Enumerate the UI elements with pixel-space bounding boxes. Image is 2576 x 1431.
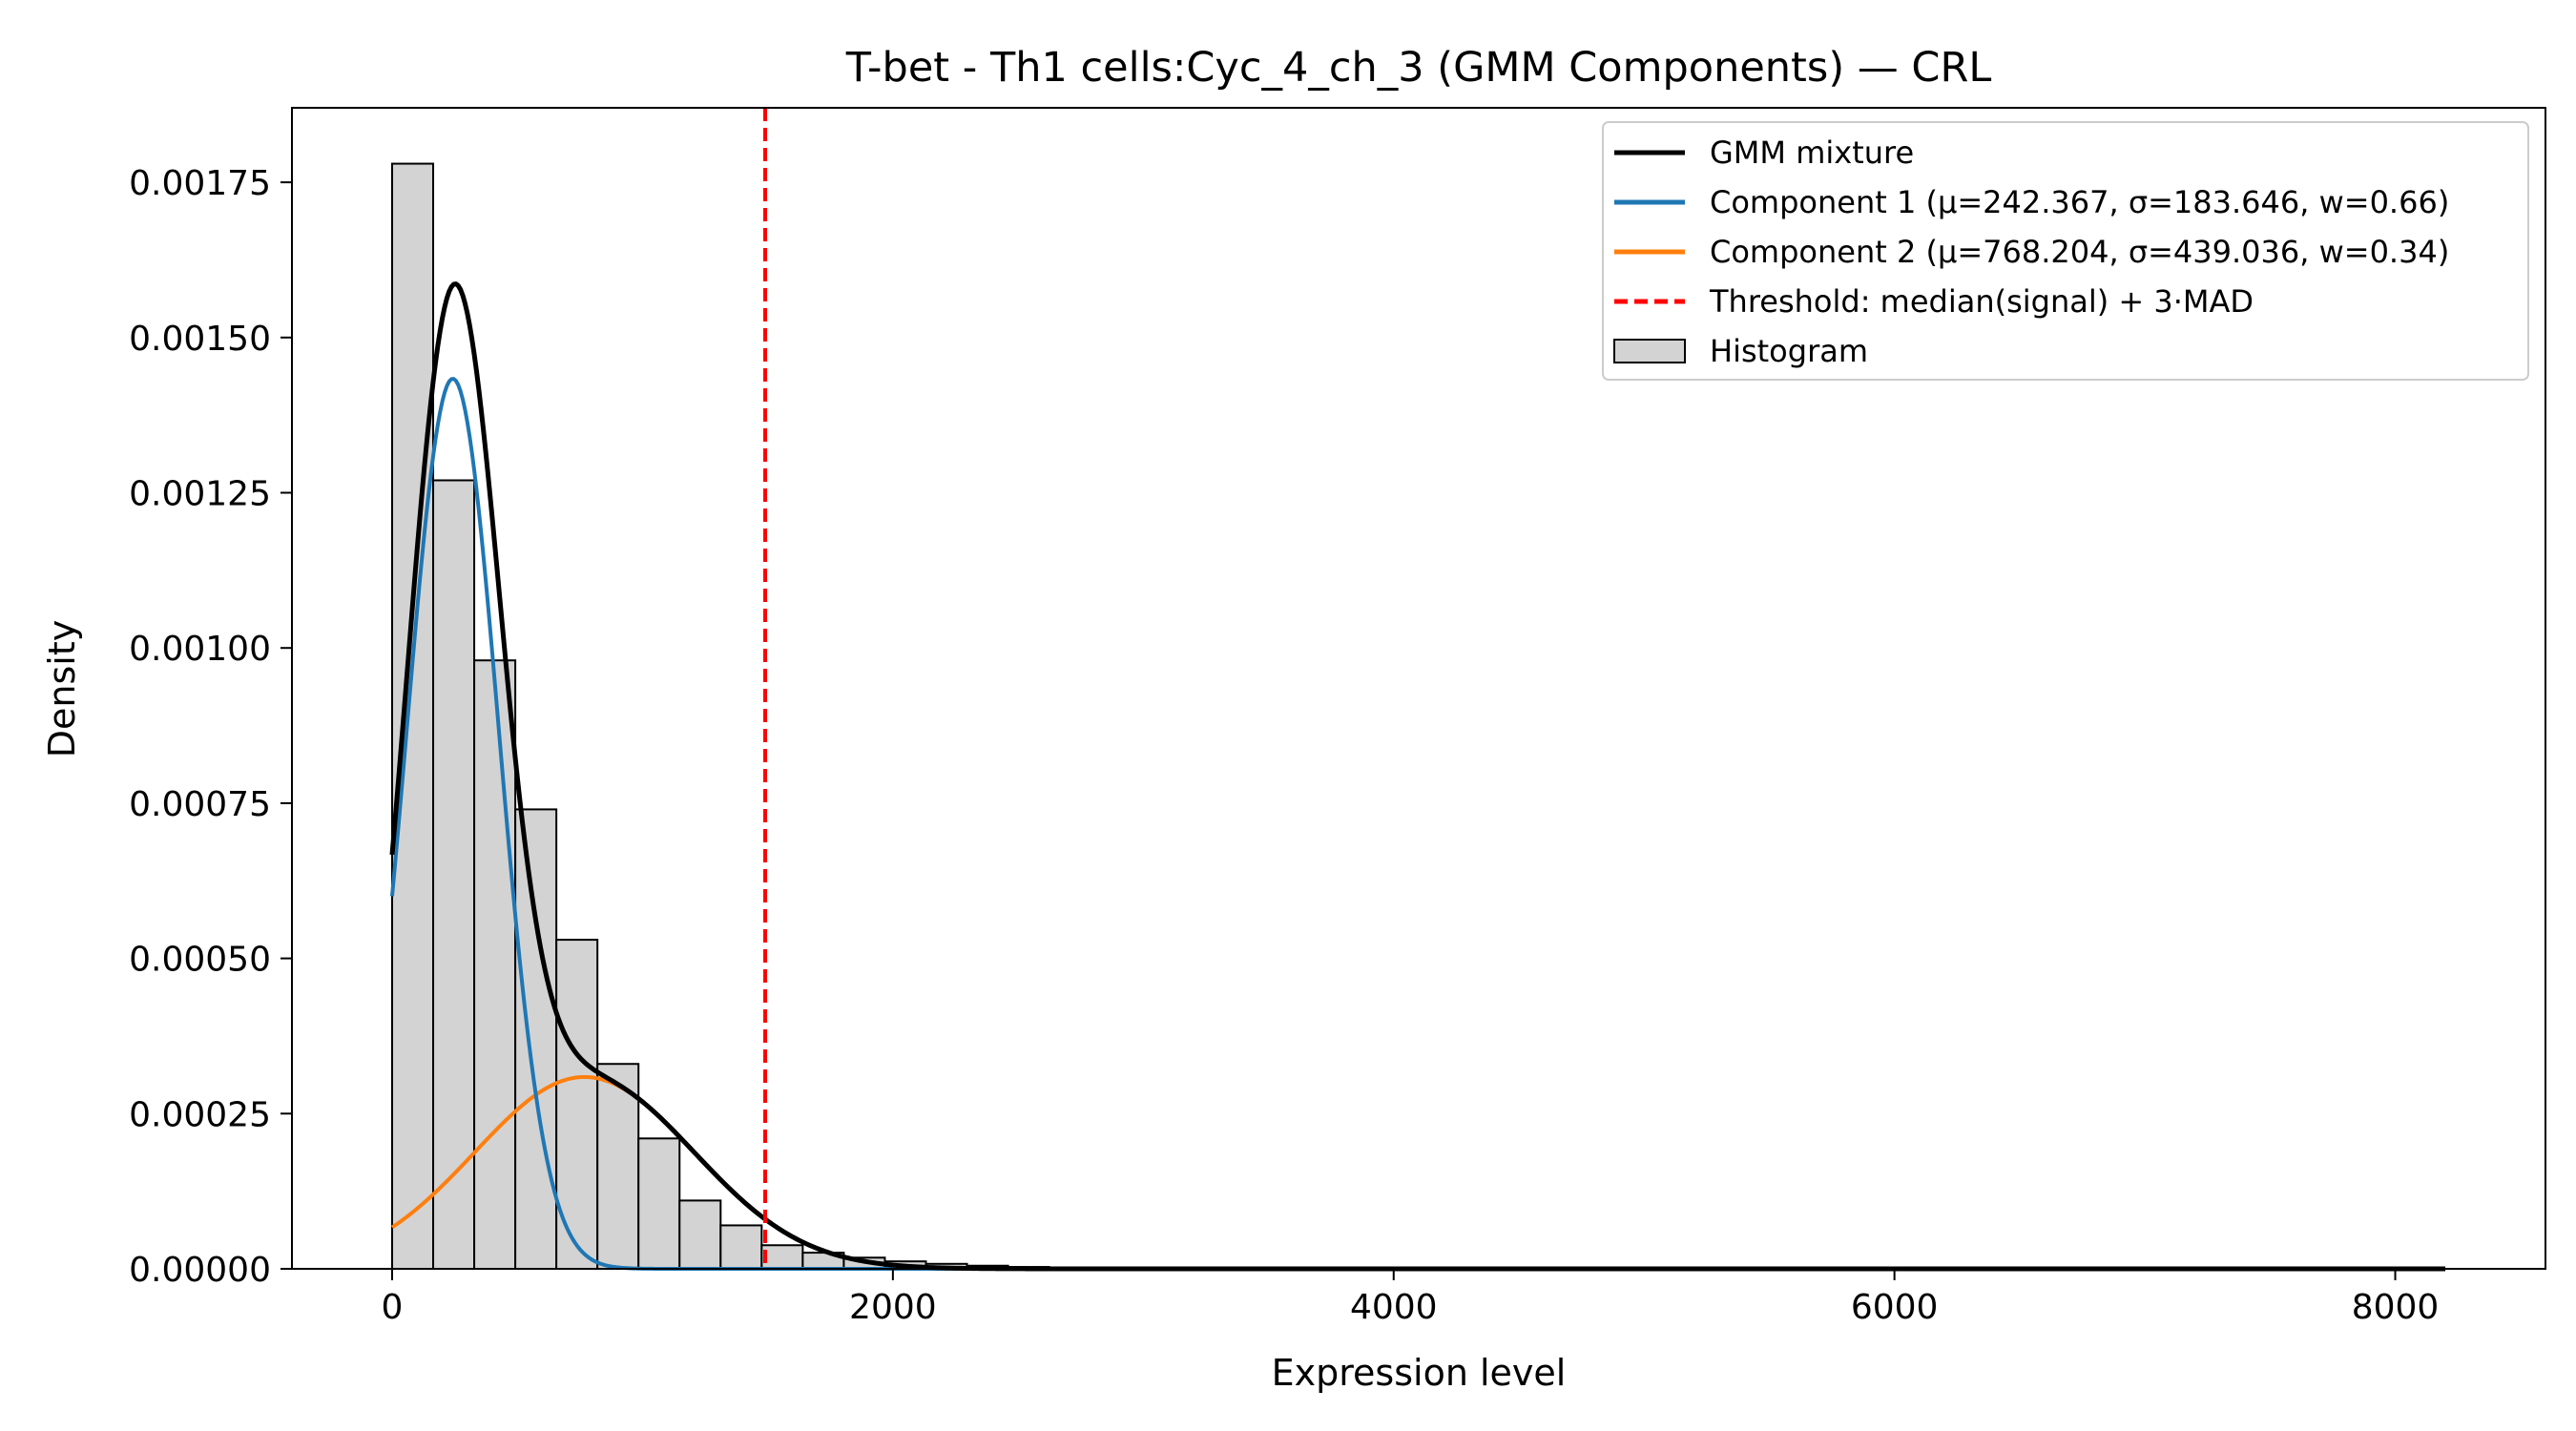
y-tick-label: 0.00100 (129, 630, 271, 669)
axes-frame (291, 107, 2546, 1270)
x-axis-label: Expression level (1272, 1352, 1567, 1394)
y-tick-label: 0.00075 (129, 785, 271, 824)
y-tick-label: 0.00050 (129, 941, 271, 980)
legend: GMM mixture Component 1 (μ=242.367, σ=183… (1602, 121, 2529, 381)
y-tick-label: 0.00125 (129, 474, 271, 513)
y-axis-label: Density (41, 620, 83, 757)
legend-item-3: Threshold: median(signal) + 3·MAD (1614, 283, 2254, 320)
y-axis-ticks: 0.00000 0.00025 0.00050 0.00075 0.00100 0.001… (129, 164, 292, 1290)
legend-box (1602, 121, 2529, 381)
histogram-bar-8 (719, 1224, 763, 1270)
x-tick-label: 0 (382, 1288, 404, 1327)
legend-swatch (1613, 339, 1686, 363)
legend-item-2: Component 2 (μ=768.204, σ=439.036, w=0.3… (1614, 234, 2449, 270)
histogram-bar-6 (637, 1137, 681, 1270)
histogram-bar-7 (678, 1199, 722, 1270)
x-tick-label: 2000 (849, 1288, 937, 1327)
x-tick-label: 4000 (1350, 1288, 1438, 1327)
chart-title: T-bet - Th1 cells:Cyc_4_ch_3 (GMM Compon… (845, 44, 1992, 92)
histogram-bars (390, 162, 1050, 1271)
y-tick-label: 0.00175 (129, 164, 271, 203)
x-tick-label: 8000 (2352, 1288, 2440, 1327)
histogram-bar-9 (760, 1244, 804, 1271)
histogram-bar-2 (473, 659, 517, 1270)
legend-item-1: Component 1 (μ=242.367, σ=183.646, w=0.6… (1614, 184, 2449, 220)
histogram-bar-0 (390, 162, 435, 1271)
legend-label: Threshold: median(signal) + 3·MAD (1709, 283, 2254, 320)
y-tick-label: 0.00025 (129, 1095, 271, 1134)
legend-label: Component 2 (μ=768.204, σ=439.036, w=0.3… (1710, 234, 2449, 270)
x-axis-ticks: 0 2000 4000 6000 8000 (382, 1269, 2440, 1327)
legend-label: Histogram (1710, 333, 1868, 369)
legend-label: Component 1 (μ=242.367, σ=183.646, w=0.6… (1710, 184, 2449, 220)
legend-label: GMM mixture (1710, 135, 1914, 171)
legend-item-0: GMM mixture (1614, 135, 1914, 171)
y-tick-label: 0.00000 (129, 1251, 271, 1290)
histogram-bar-1 (432, 479, 476, 1271)
histogram-bar-3 (514, 808, 558, 1271)
y-tick-label: 0.00150 (129, 320, 271, 359)
legend-item-4: Histogram (1613, 333, 1868, 369)
x-tick-label: 6000 (1851, 1288, 1939, 1327)
